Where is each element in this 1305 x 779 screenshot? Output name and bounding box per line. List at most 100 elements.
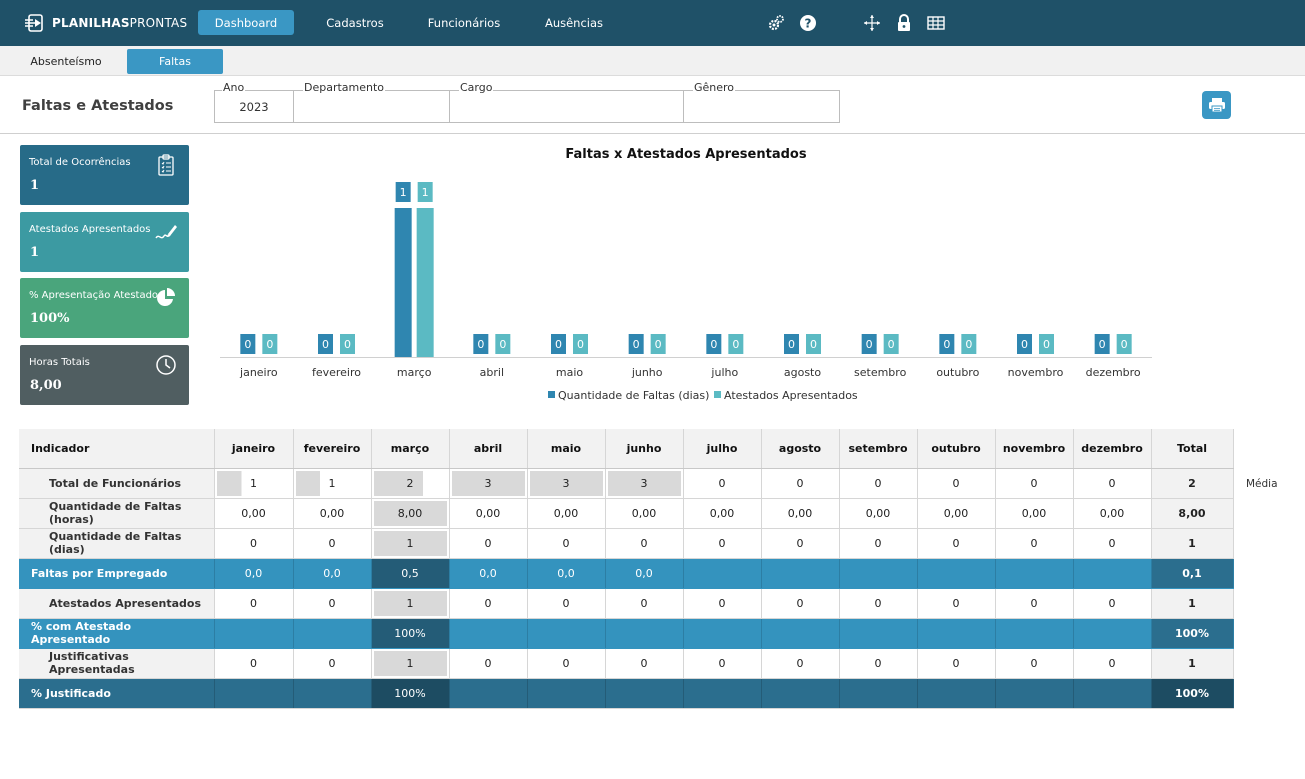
table-cell[interactable]: 0: [917, 528, 996, 559]
table-cell[interactable]: [761, 558, 840, 589]
table-cell[interactable]: 0,5: [371, 558, 450, 589]
table-cell[interactable]: 0: [995, 528, 1074, 559]
table-cell[interactable]: 0: [839, 528, 918, 559]
table-cell[interactable]: [683, 678, 762, 709]
table-cell[interactable]: 3: [527, 468, 606, 499]
table-cell[interactable]: [527, 618, 606, 649]
table-cell[interactable]: 0: [839, 588, 918, 619]
nav-dashboard[interactable]: Dashboard: [198, 10, 294, 35]
table-cell[interactable]: 0: [761, 648, 840, 679]
table-cell[interactable]: [1073, 678, 1152, 709]
table-cell[interactable]: 0: [761, 528, 840, 559]
table-cell[interactable]: 0,0: [605, 558, 684, 589]
table-cell[interactable]: 0: [917, 648, 996, 679]
table-cell[interactable]: 0: [449, 648, 528, 679]
table-cell[interactable]: 0,0: [293, 558, 372, 589]
table-cell[interactable]: 0: [1073, 468, 1152, 499]
table-cell[interactable]: 0: [995, 468, 1074, 499]
table-cell[interactable]: 0: [605, 648, 684, 679]
lock-icon[interactable]: [895, 14, 913, 32]
table-cell[interactable]: 0,00: [293, 498, 372, 529]
table-cell[interactable]: [761, 618, 840, 649]
table-cell[interactable]: [995, 618, 1074, 649]
table-cell[interactable]: [839, 618, 918, 649]
table-cell[interactable]: 0: [214, 648, 294, 679]
table-cell[interactable]: 0: [917, 588, 996, 619]
table-cell[interactable]: [449, 618, 528, 649]
table-cell[interactable]: 0,00: [605, 498, 684, 529]
help-icon[interactable]: ?: [799, 14, 817, 32]
table-cell[interactable]: 0,0: [527, 558, 606, 589]
app-logo[interactable]: PLANILHASPRONTAS: [24, 12, 187, 34]
table-cell[interactable]: 100%: [371, 618, 450, 649]
table-cell[interactable]: 0,00: [214, 498, 294, 529]
table-cell[interactable]: 0,00: [1073, 498, 1152, 529]
table-cell[interactable]: 0: [214, 588, 294, 619]
table-cell[interactable]: [995, 678, 1074, 709]
bar-faltas-março[interactable]: [394, 208, 412, 357]
table-cell[interactable]: [917, 678, 996, 709]
table-cell[interactable]: 1: [293, 468, 372, 499]
table-cell[interactable]: 0,00: [839, 498, 918, 529]
table-cell[interactable]: 1: [214, 468, 294, 499]
table-cell[interactable]: [761, 678, 840, 709]
nav-ausencias[interactable]: Ausências: [544, 15, 604, 30]
table-cell[interactable]: 0: [449, 588, 528, 619]
table-cell[interactable]: 0: [683, 468, 762, 499]
table-cell[interactable]: 0,00: [527, 498, 606, 529]
tab-faltas[interactable]: Faltas: [127, 49, 223, 74]
table-cell[interactable]: 0: [761, 588, 840, 619]
filter-ano[interactable]: Ano 2023: [214, 82, 294, 123]
table-cell[interactable]: [839, 558, 918, 589]
table-cell[interactable]: [293, 678, 372, 709]
table-cell[interactable]: 0: [605, 528, 684, 559]
table-cell[interactable]: 0: [293, 648, 372, 679]
table-cell[interactable]: [683, 558, 762, 589]
print-button[interactable]: [1202, 91, 1231, 119]
table-cell[interactable]: 0,00: [917, 498, 996, 529]
table-cell[interactable]: 3: [449, 468, 528, 499]
table-cell[interactable]: 0,00: [683, 498, 762, 529]
table-cell[interactable]: [605, 678, 684, 709]
table-cell[interactable]: [839, 678, 918, 709]
table-cell[interactable]: [1073, 618, 1152, 649]
table-cell[interactable]: [214, 678, 294, 709]
table-cell[interactable]: 0,0: [449, 558, 528, 589]
table-cell[interactable]: 0,00: [761, 498, 840, 529]
table-cell[interactable]: [214, 618, 294, 649]
tab-absenteismo[interactable]: Absenteísmo: [30, 55, 102, 68]
table-cell[interactable]: 0: [917, 468, 996, 499]
table-cell[interactable]: 0: [293, 588, 372, 619]
move-icon[interactable]: [863, 14, 881, 32]
table-cell[interactable]: 0: [839, 648, 918, 679]
table-cell[interactable]: [1073, 558, 1152, 589]
table-cell[interactable]: 0,00: [995, 498, 1074, 529]
table-cell[interactable]: 0: [683, 528, 762, 559]
table-cell[interactable]: 0: [1073, 528, 1152, 559]
table-cell[interactable]: [449, 678, 528, 709]
table-cell[interactable]: 3: [605, 468, 684, 499]
table-cell[interactable]: 1: [371, 588, 450, 619]
table-cell[interactable]: 100%: [371, 678, 450, 709]
table-cell[interactable]: 0: [449, 528, 528, 559]
bar-atestados-março[interactable]: [416, 208, 434, 357]
table-cell[interactable]: [917, 618, 996, 649]
table-cell[interactable]: 0: [995, 588, 1074, 619]
table-cell[interactable]: 0: [214, 528, 294, 559]
table-cell[interactable]: 0: [761, 468, 840, 499]
table-cell[interactable]: [527, 678, 606, 709]
table-cell[interactable]: [683, 618, 762, 649]
table-cell[interactable]: 0: [683, 648, 762, 679]
table-cell[interactable]: 0,0: [214, 558, 294, 589]
table-cell[interactable]: 0: [1073, 588, 1152, 619]
table-cell[interactable]: 0: [683, 588, 762, 619]
table-cell[interactable]: 0: [527, 648, 606, 679]
table-cell[interactable]: [995, 558, 1074, 589]
table-cell[interactable]: [605, 618, 684, 649]
filter-genero[interactable]: Gênero: [683, 82, 840, 123]
table-cell[interactable]: [917, 558, 996, 589]
table-cell[interactable]: 0: [293, 528, 372, 559]
table-cell[interactable]: 0: [1073, 648, 1152, 679]
table-cell[interactable]: 0: [995, 648, 1074, 679]
nav-cadastros[interactable]: Cadastros: [326, 15, 384, 30]
